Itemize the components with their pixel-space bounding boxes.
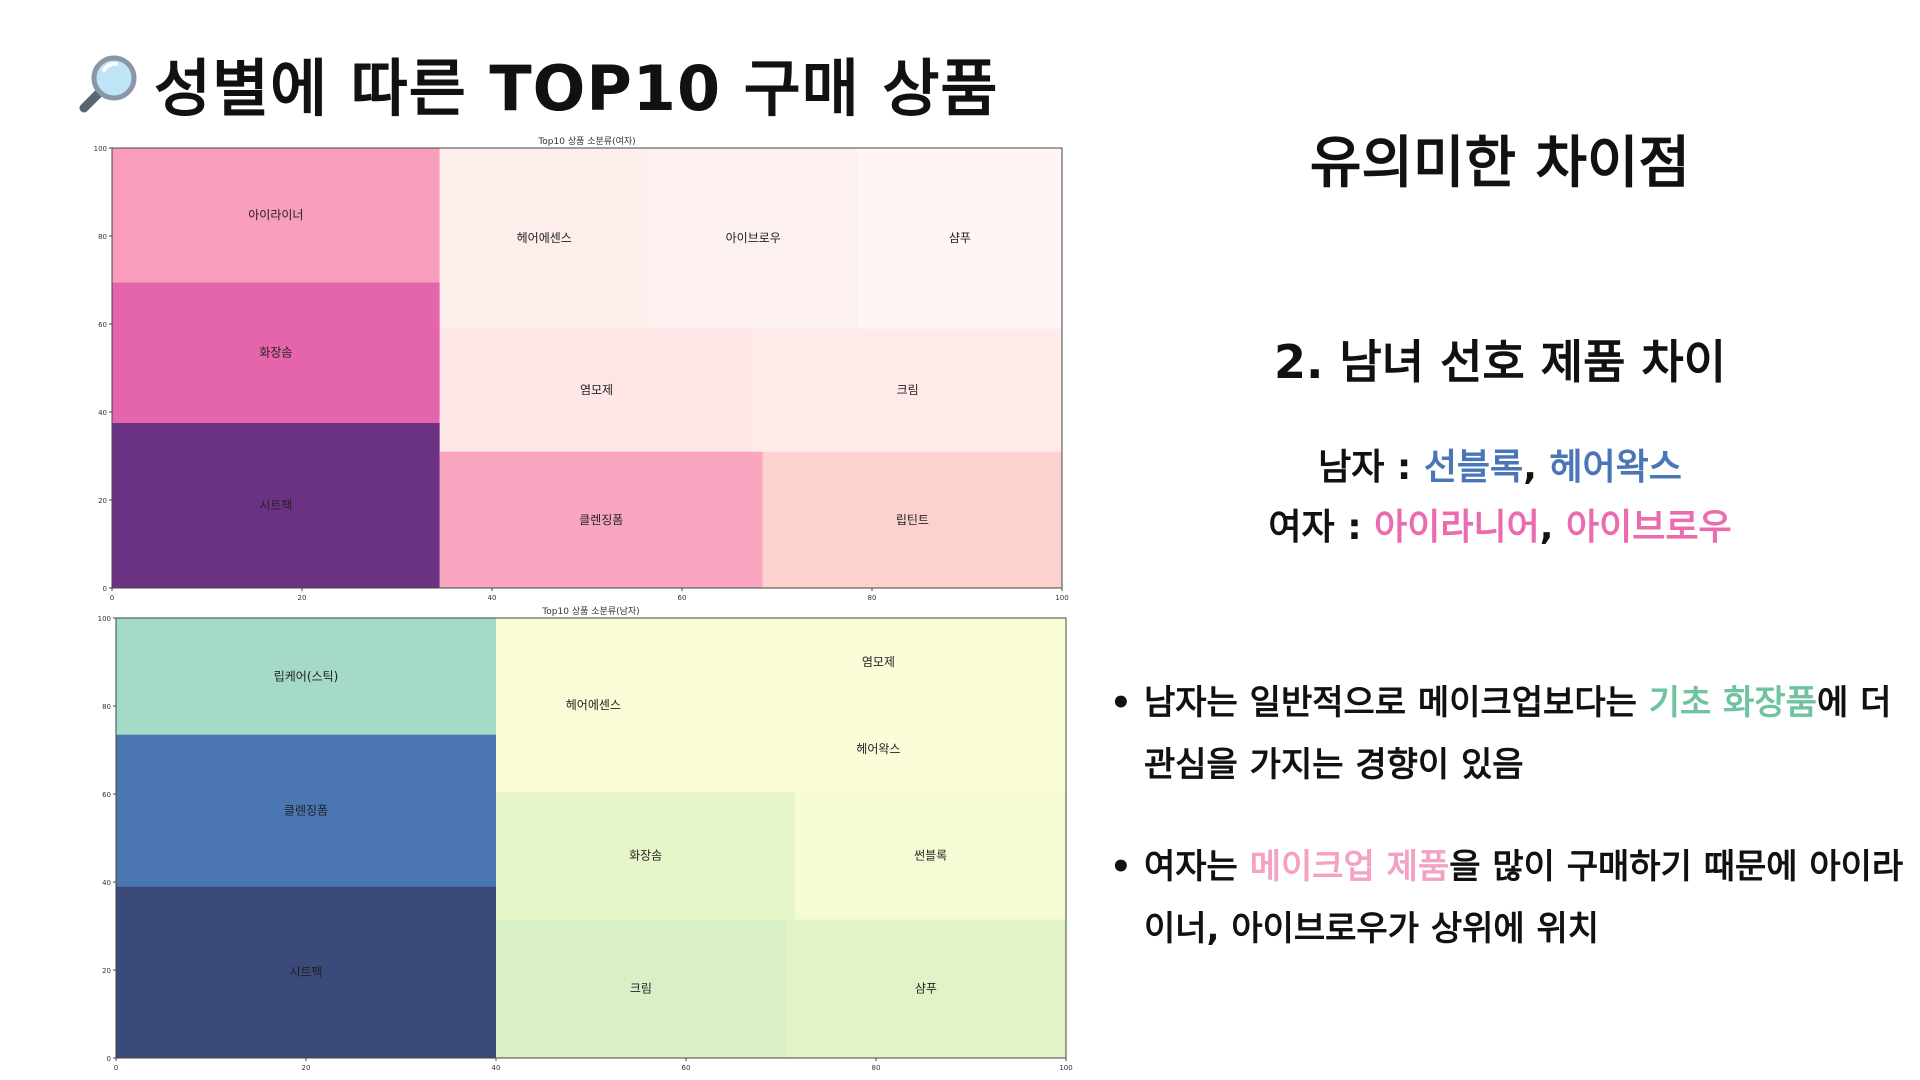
y-tick-label: 100 <box>94 145 107 153</box>
female-sep: : <box>1334 507 1375 548</box>
treemap-cell <box>116 886 496 1058</box>
treemap-cell <box>690 618 1066 706</box>
x-tick-label: 40 <box>492 1064 501 1072</box>
treemap-cell-label: 샴푸 <box>915 982 937 996</box>
treemap-cell-label: 썬블록 <box>914 849 947 863</box>
male-comma: , <box>1523 447 1550 488</box>
treemap-cell-label: 헤어에센스 <box>566 698 621 712</box>
female-label: 여자 <box>1268 507 1335 548</box>
treemap-cell-label: 크림 <box>897 383 919 397</box>
treemap-cell <box>116 734 496 887</box>
male-treemap-svg: Top10 상품 소분류(남자) 시트팩 클렌징폼 립케어(스틱) 크림 샴푸 화장솜 썬블록… <box>98 606 1073 1072</box>
treemap-cell-label: 화장솜 <box>629 849 662 863</box>
male-item-sunblock: 선블록 <box>1423 447 1524 488</box>
treemap-cell <box>496 618 691 792</box>
treemap-cell <box>116 618 496 735</box>
treemap-cell <box>785 919 1066 1058</box>
x-tick-label: 80 <box>872 1064 881 1072</box>
treemap-cell-label: 화장솜 <box>259 346 292 360</box>
y-tick-label: 20 <box>98 497 107 505</box>
male-treemap: Top10 상품 소분류(남자) 시트팩 클렌징폼 립케어(스틱) 크림 샴푸 화장솜 썬블록… <box>84 602 1074 1074</box>
x-tick-label: 100 <box>1055 594 1068 602</box>
insight-list: 남자는 일반적으로 메이크업보다는 기초 화장품에 더 관심을 가지는 경향이 … <box>1110 672 1910 1000</box>
page-title: 성별에 따른 TOP10 구매 상품 <box>154 52 999 125</box>
insight-male-text-a: 남자는 일반적으로 메이크업보다는 <box>1144 683 1649 723</box>
y-tick-label: 60 <box>102 791 111 799</box>
plot-frame <box>111 147 1063 589</box>
y-tick-label: 60 <box>98 321 107 329</box>
preference-subheading: 2. 남녀 선호 제품 차이 <box>1273 335 1727 389</box>
y-tick-label: 0 <box>107 1055 111 1063</box>
treemap-cell <box>857 148 1062 329</box>
treemap-cell <box>112 148 440 283</box>
treemap-cell <box>762 451 1062 588</box>
x-tick-label: 0 <box>110 594 114 602</box>
insight-female-text-a: 여자는 <box>1144 847 1250 887</box>
treemap-cell <box>690 706 1066 792</box>
female-preference-line: 여자 : 아이라니어, 아이브로우 <box>1180 498 1820 550</box>
treemap-cell-label: 아이브로우 <box>726 231 781 245</box>
treemap-cell-label: 립케어(스틱) <box>274 669 339 683</box>
treemap-cell <box>112 423 440 588</box>
x-tick-label: 60 <box>682 1064 691 1072</box>
treemap-cell <box>496 919 786 1058</box>
male-item-hairwax: 헤어왁스 <box>1549 447 1682 488</box>
female-item-eyebrow: 아이브로우 <box>1565 507 1732 548</box>
y-tick-label: 40 <box>98 409 107 417</box>
treemap-cell-label: 시트팩 <box>259 499 292 513</box>
x-tick-label: 0 <box>114 1064 118 1072</box>
y-tick-label: 0 <box>103 585 107 593</box>
y-tick-label: 80 <box>102 703 111 711</box>
x-tick-label: 20 <box>302 1064 311 1072</box>
female-comma: , <box>1539 507 1566 548</box>
male-preference-line: 남자 : 선블록, 헤어왁스 <box>1180 438 1820 490</box>
treemap-cell-label: 염모제 <box>580 383 613 397</box>
insight-male-highlight: 기초 화장품 <box>1648 683 1817 723</box>
y-tick-label: 40 <box>102 879 111 887</box>
treemap-cell <box>439 148 649 329</box>
insight-male-text-b: 에 더 관심을 가지는 경향이 있음 <box>1144 683 1892 785</box>
treemap-cell-label: 클렌징폼 <box>579 513 623 527</box>
y-tick-label: 20 <box>102 967 111 975</box>
x-tick-label: 80 <box>868 594 877 602</box>
insight-item-female: 여자는 메이크업 제품을 많이 구매하기 때문에 아이라이너, 아이브로우가 상… <box>1110 836 1910 960</box>
male-label: 남자 <box>1318 447 1385 488</box>
treemap-cell-label: 염모제 <box>862 655 895 669</box>
treemap-cell-label: 립틴트 <box>896 513 929 527</box>
treemap-cell-label: 크림 <box>630 982 652 996</box>
y-tick-label: 100 <box>98 615 111 623</box>
treemap-cell <box>648 148 858 329</box>
chart-title: Top10 상품 소분류(여자) <box>537 135 635 147</box>
x-tick-label: 20 <box>298 594 307 602</box>
treemap-cell <box>753 328 1062 452</box>
male-sep: : <box>1384 447 1424 488</box>
differences-heading: 유의미한 차이점 <box>1309 131 1691 196</box>
treemap-cell-label: 시트팩 <box>289 965 322 979</box>
insight-female-highlight: 메이크업 제품 <box>1249 847 1450 887</box>
treemap-cell <box>439 328 754 452</box>
treemap-cell-label: 헤어에센스 <box>517 231 572 245</box>
page-title-row: 성별에 따른 TOP10 구매 상품 <box>78 38 998 128</box>
treemap-cell-label: 클렌징폼 <box>284 804 328 818</box>
chart-title: Top10 상품 소분류(남자) <box>541 606 639 617</box>
treemap-cell-label: 샴푸 <box>949 231 971 245</box>
x-tick-label: 100 <box>1059 1064 1072 1072</box>
treemap-cell-label: 헤어왁스 <box>856 742 900 756</box>
treemap-cell <box>795 791 1066 920</box>
x-tick-label: 60 <box>678 594 687 602</box>
y-tick-label: 80 <box>98 233 107 241</box>
treemap-cell <box>496 791 796 920</box>
magnifier-icon <box>79 55 137 113</box>
insight-item-male: 남자는 일반적으로 메이크업보다는 기초 화장품에 더 관심을 가지는 경향이 … <box>1110 672 1910 796</box>
treemap-cell <box>112 282 440 423</box>
treemap-cell-label: 아이라이너 <box>248 208 303 222</box>
x-tick-label: 40 <box>488 594 497 602</box>
female-item-eyeliner: 아이라니어 <box>1374 507 1540 548</box>
plot-frame <box>115 617 1067 1059</box>
insight-female-text-b: 을 많이 구매하기 때문에 아이라이너, 아이브로우가 상위에 위치 <box>1144 847 1904 949</box>
treemap-cell <box>439 451 763 588</box>
